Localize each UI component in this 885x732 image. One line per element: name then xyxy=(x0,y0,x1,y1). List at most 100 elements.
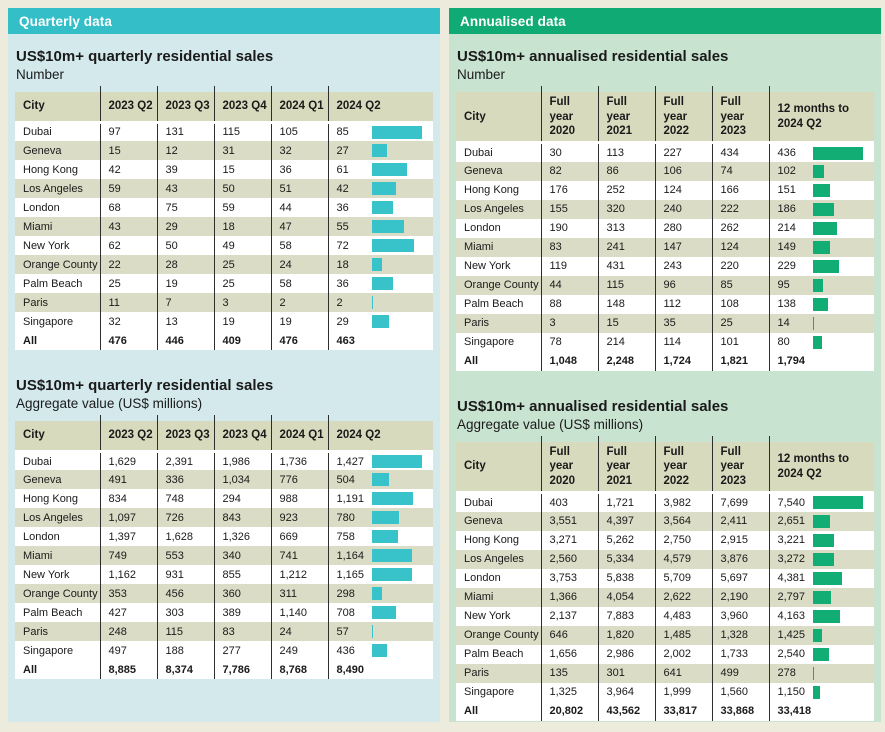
value-cell: 320 xyxy=(597,199,655,219)
value-cell: 923 xyxy=(270,508,328,528)
value-cell: 5,697 xyxy=(711,568,769,588)
value-label: 1,165 xyxy=(336,568,365,581)
table-row: New York 119 431 243 220 229 xyxy=(456,256,874,276)
bar-cell-content: 3,221 xyxy=(778,533,875,547)
value-label: 708 xyxy=(336,606,355,619)
value-label: 18 xyxy=(336,258,349,271)
value-bar xyxy=(812,628,822,642)
value-cell: 434 xyxy=(711,142,769,162)
table-subtitle: Number xyxy=(457,67,506,82)
value-cell: 3,960 xyxy=(711,606,769,626)
city-cell: Los Angeles xyxy=(15,179,100,199)
value-bar xyxy=(371,492,414,506)
value-bar xyxy=(371,201,393,215)
value-cell: 303 xyxy=(156,603,214,623)
value-cell: 5,838 xyxy=(597,568,655,588)
city-cell: Orange County xyxy=(456,275,541,295)
bar-cell-content: 1,165 xyxy=(336,568,434,582)
value-bar xyxy=(371,587,382,601)
bar-cell-content: 27 xyxy=(337,144,434,158)
total-row: All 476 446 409 476 463 xyxy=(15,331,433,351)
value-cell: 15 xyxy=(597,313,655,333)
bar-cell-content: 436 xyxy=(337,644,434,658)
value-cell: 360 xyxy=(213,584,271,604)
value-cell: 59 xyxy=(213,198,271,218)
bar-cell-content: 214 xyxy=(778,221,875,235)
city-cell: New York xyxy=(15,565,100,585)
city-cell: London xyxy=(15,198,100,218)
annualised-band-title: Annualised data xyxy=(460,13,566,29)
value-cell: 3,551 xyxy=(540,511,598,531)
city-cell: Paris xyxy=(456,663,541,683)
value-cell: 19 xyxy=(213,312,271,332)
table-row: Paris 11 7 3 2 2 xyxy=(15,293,433,313)
value-cell: 227 xyxy=(654,142,712,162)
value-cell: 8,885 xyxy=(99,660,157,680)
value-label: 102 xyxy=(777,165,796,178)
value-cell: 39 xyxy=(156,160,214,180)
table-row: Palm Beach 1,656 2,986 2,002 1,733 2,540 xyxy=(456,644,874,664)
value-label: 151 xyxy=(777,184,796,197)
value-cell: 47 xyxy=(270,217,328,237)
value-cell: 166 xyxy=(711,180,769,200)
value-label: 36 xyxy=(336,277,349,290)
table-row: Dubai 1,629 2,391 1,986 1,736 1,427 xyxy=(15,451,433,471)
bar-cell: 1,164 xyxy=(327,546,433,566)
header-cell: City xyxy=(15,92,100,124)
value-cell: 42 xyxy=(99,160,157,180)
value-cell: 491 xyxy=(99,470,157,490)
table-subtitle: Aggregate value (US$ millions) xyxy=(457,416,644,432)
header-cell: 12 months to 2024 Q2 xyxy=(768,436,874,495)
bar-cell: 102 xyxy=(768,161,874,181)
value-cell: 3,271 xyxy=(540,530,598,550)
city-cell: Los Angeles xyxy=(15,508,100,528)
city-cell: Palm Beach xyxy=(15,603,100,623)
value-label: 72 xyxy=(336,239,349,252)
table-row: Paris 248 115 83 24 57 xyxy=(15,622,433,642)
bar-cell: 3,272 xyxy=(768,549,874,569)
city-cell: Geneva xyxy=(15,141,100,161)
bar-cell-content: 1,191 xyxy=(337,492,434,506)
header-cell: 2023 Q3 xyxy=(156,415,214,453)
city-cell: Hong Kong xyxy=(15,489,100,509)
value-cell: 1,986 xyxy=(213,451,271,471)
city-cell: Geneva xyxy=(15,470,100,490)
city-cell: New York xyxy=(456,606,541,626)
value-cell: 36 xyxy=(270,160,328,180)
value-cell: 7,699 xyxy=(711,492,769,512)
value-cell: 2,622 xyxy=(654,587,712,607)
value-cell: 280 xyxy=(654,218,712,238)
city-cell: Palm Beach xyxy=(456,294,541,314)
value-cell: 1,048 xyxy=(540,351,598,371)
value-cell: 3,753 xyxy=(540,568,598,588)
value-cell: 1,397 xyxy=(99,527,157,547)
header-cell: 2024 Q2 xyxy=(327,86,433,124)
value-cell: 85 xyxy=(711,275,769,295)
bar-cell-content: 758 xyxy=(337,530,434,544)
city-cell: All xyxy=(15,660,100,680)
bar-cell: 436 xyxy=(327,641,434,661)
bar-cell-content: 36 xyxy=(336,277,434,291)
value-cell: 83 xyxy=(540,237,598,257)
value-cell: 82 xyxy=(540,161,598,181)
bar-cell: 1,150 xyxy=(768,682,875,702)
value-label: 61 xyxy=(336,163,349,176)
value-label: 7,540 xyxy=(777,496,806,509)
city-cell: Singapore xyxy=(15,312,100,332)
value-bar xyxy=(812,552,835,566)
value-cell: 2,560 xyxy=(540,549,598,569)
table-row: London 3,753 5,838 5,709 5,697 4,381 xyxy=(456,568,874,588)
value-bar xyxy=(812,240,830,254)
bar-cell-content: 1,150 xyxy=(778,685,875,699)
value-cell: 277 xyxy=(213,641,271,661)
bar-cell: 436 xyxy=(768,142,874,162)
table-subtitle: Number xyxy=(16,67,65,82)
value-bar xyxy=(371,220,404,234)
bar-cell-content: 151 xyxy=(777,183,875,197)
header-cell: Full year 2020 xyxy=(540,436,598,495)
header-row: City 2023 Q2 2023 Q3 2023 Q4 2024 Q1 2024 Q2 xyxy=(15,415,433,453)
header-cell: City xyxy=(456,442,541,495)
value-label: 80 xyxy=(777,336,790,349)
value-bar xyxy=(371,182,397,196)
table-title: US$10m+ quarterly residential sales xyxy=(16,377,274,395)
